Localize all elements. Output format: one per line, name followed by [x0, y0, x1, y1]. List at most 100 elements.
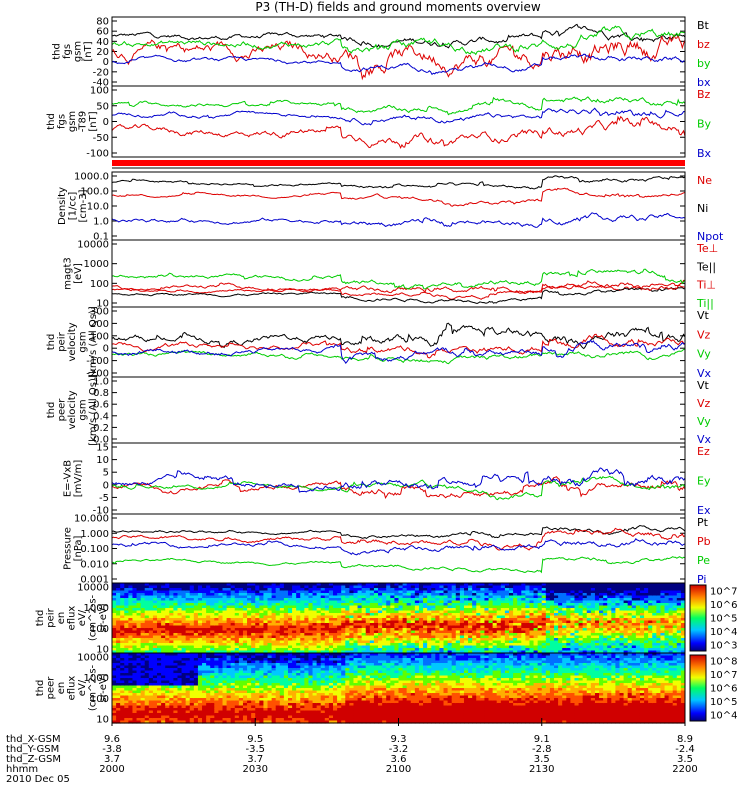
spectrogram-cell	[271, 630, 277, 634]
spectrogram-cell	[414, 613, 420, 617]
spectrogram-cell	[635, 618, 641, 622]
spectrogram-cell	[312, 603, 318, 607]
spectrogram-cell	[181, 640, 187, 644]
spectrogram-cell	[193, 658, 199, 662]
spectrogram-cell	[312, 598, 318, 602]
spectrogram-cell	[554, 638, 559, 642]
spectrogram-cell	[300, 610, 305, 614]
spectrogram-cell	[562, 613, 567, 617]
spectrogram-cell	[259, 643, 265, 647]
spectrogram-cell	[480, 623, 486, 627]
spectrogram-cell	[639, 625, 645, 629]
spectrogram-cell	[627, 595, 633, 599]
spectrogram-cell	[148, 685, 154, 689]
spectrogram-cell	[283, 583, 289, 587]
spectrogram-cell	[545, 633, 551, 637]
spectrogram-cell	[120, 595, 125, 599]
spectrogram-cell	[320, 635, 326, 639]
spectrogram-cell	[361, 590, 367, 594]
spectrogram-cell	[181, 595, 187, 599]
spectrogram-cell	[185, 633, 191, 637]
spectrogram-cell	[660, 615, 666, 619]
spectrogram-cell	[566, 595, 571, 599]
spectrogram-cell	[308, 618, 314, 622]
spectrogram-cell	[128, 590, 134, 594]
spectrogram-cell	[202, 668, 207, 672]
spectrogram-cell	[202, 695, 207, 699]
spectrogram-cell	[173, 648, 179, 652]
spectrogram-cell	[656, 600, 662, 604]
spectrogram-cell	[566, 603, 571, 607]
spectrogram-cell	[197, 648, 203, 652]
spectrogram-cell	[562, 650, 567, 654]
spectrogram-cell	[480, 625, 486, 629]
spectrogram-cell	[132, 585, 138, 589]
spectrogram-cell	[324, 638, 330, 642]
spectrogram-cell	[386, 595, 391, 599]
spectrogram-cell	[554, 618, 559, 622]
spectrogram-cell	[312, 650, 318, 654]
spectrogram-cell	[263, 600, 269, 604]
spectrogram-cell	[185, 608, 191, 612]
spectrogram-cell	[378, 648, 383, 652]
spectrogram-cell	[234, 605, 240, 609]
panel-ylabel: [nPa]	[73, 535, 84, 561]
spectrogram-cell	[496, 635, 502, 639]
spectrogram-cell	[443, 590, 449, 594]
spectrogram-cell	[259, 630, 265, 634]
spectrogram-cell	[177, 673, 183, 677]
spectrogram-cell	[218, 633, 224, 637]
spectrogram-cell	[222, 713, 228, 717]
spectrogram-cell	[541, 645, 547, 649]
spectrogram-cell	[631, 618, 637, 622]
spectrogram-cell	[402, 603, 408, 607]
spectrogram-cell	[537, 635, 543, 639]
spectrogram-cell	[439, 613, 445, 617]
spectrogram-cell	[283, 595, 289, 599]
spectrogram-cell	[112, 608, 117, 612]
spectrogram-cell	[169, 700, 174, 704]
spectrogram-cell	[631, 650, 637, 654]
spectrogram-cell	[390, 648, 395, 652]
spectrogram-cell	[517, 650, 522, 654]
spectrogram-cell	[541, 585, 547, 589]
spectrogram-cell	[451, 615, 457, 619]
spectrogram-cell	[582, 615, 588, 619]
spectrogram-cell	[582, 645, 588, 649]
spectrogram-cell	[402, 590, 408, 594]
spectrogram-cell	[513, 625, 518, 629]
spectrogram-cell	[644, 633, 649, 637]
spectrogram-cell	[251, 613, 256, 617]
spectrogram-cell	[378, 603, 383, 607]
spectrogram-cell	[574, 650, 580, 654]
spectrogram-cell	[447, 593, 453, 597]
spectrogram-cell	[664, 600, 670, 604]
spectrogram-cell	[492, 583, 498, 587]
spectrogram-cell	[279, 640, 285, 644]
spectrogram-cell	[648, 650, 653, 654]
spectrogram-cell	[116, 593, 121, 597]
spectrogram-cell	[341, 598, 346, 602]
spectrogram-cell	[124, 720, 129, 724]
spectrogram-cell	[390, 590, 395, 594]
spectrogram-cell	[668, 593, 674, 597]
spectrogram-cell	[324, 588, 330, 592]
spectrogram-cell	[357, 590, 363, 594]
spectrogram-cell	[120, 698, 125, 702]
spectrogram-cell	[320, 595, 326, 599]
spectrogram-cell	[590, 593, 596, 597]
spectrogram-cell	[652, 603, 657, 607]
spectrogram-cell	[222, 710, 228, 714]
spectrogram-cell	[427, 635, 432, 639]
spectrogram-cell	[173, 613, 179, 617]
spectrogram-cell	[112, 660, 117, 664]
spectrogram-cell	[357, 645, 363, 649]
spectrogram-cell	[656, 583, 662, 587]
spectrogram-cell	[582, 593, 588, 597]
spectrogram-cell	[255, 643, 260, 647]
spectrogram-cell	[112, 625, 117, 629]
spectrogram-cell	[112, 638, 117, 642]
spectrogram-cell	[214, 683, 220, 687]
spectrogram-cell	[635, 638, 641, 642]
spectrogram-cell	[574, 593, 580, 597]
